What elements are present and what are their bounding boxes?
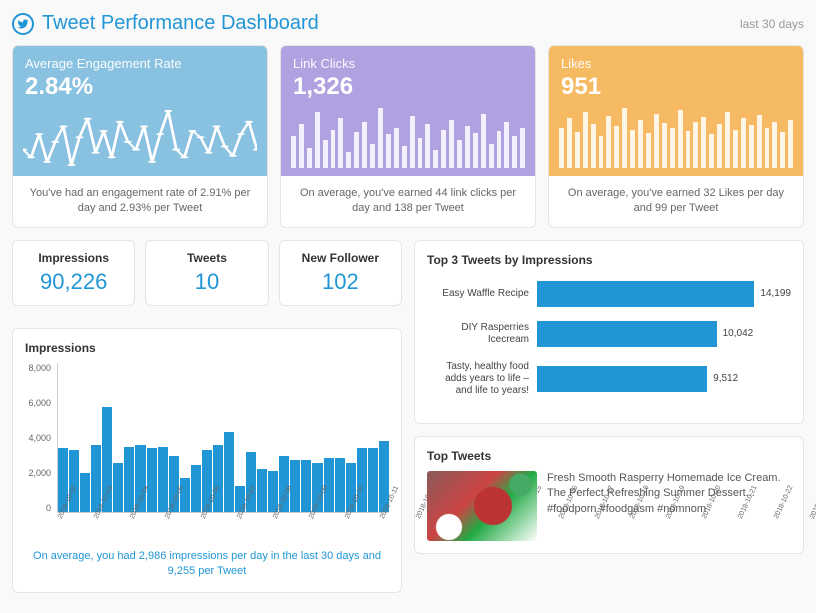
- impressions-stat[interactable]: Impressions 90,226: [12, 240, 135, 306]
- followers-stat-label: New Follower: [290, 251, 391, 265]
- top3-label: Easy Waffle Recipe: [427, 288, 537, 300]
- stats-row: Impressions 90,226 Tweets 10 New Followe…: [12, 240, 402, 306]
- dashboard-header: Tweet Performance Dashboard last 30 days: [12, 12, 804, 35]
- top3-bar: [537, 281, 754, 307]
- top3-label: DIY Rasperries Icecream: [427, 322, 537, 346]
- likes-caption: On average, you've earned 32 Likes per d…: [549, 176, 803, 227]
- followers-stat-value: 102: [290, 269, 391, 295]
- impressions-panel: Impressions 8,0006,0004,0002,00002018-10…: [12, 328, 402, 593]
- likes-label: Likes: [561, 56, 791, 71]
- twitter-icon: [12, 13, 34, 35]
- impressions-stat-value: 90,226: [23, 269, 124, 295]
- clicks-sparkline: [291, 108, 525, 168]
- top3-row[interactable]: Easy Waffle Recipe 14,199: [427, 281, 791, 307]
- clicks-card[interactable]: Link Clicks 1,326 On average, you've ear…: [280, 45, 536, 228]
- engagement-value: 2.84%: [25, 73, 255, 101]
- impressions-caption: On average, you had 2,986 impressions pe…: [25, 549, 389, 580]
- engagement-caption: You've had an engagement rate of 2.91% p…: [13, 176, 267, 227]
- likes-sparkline: [559, 108, 793, 168]
- tweets-stat-value: 10: [156, 269, 257, 295]
- top3-bar: [537, 321, 717, 347]
- tweets-stat[interactable]: Tweets 10: [145, 240, 268, 306]
- likes-value: 951: [561, 73, 791, 101]
- impressions-stat-label: Impressions: [23, 251, 124, 265]
- top3-value: 10,042: [723, 328, 754, 339]
- likes-card[interactable]: Likes 951 On average, you've earned 32 L…: [548, 45, 804, 228]
- followers-stat[interactable]: New Follower 102: [279, 240, 402, 306]
- top3-value: 9,512: [713, 373, 738, 384]
- top-tweets-title: Top Tweets: [427, 449, 791, 463]
- clicks-caption: On average, you've earned 44 link clicks…: [281, 176, 535, 227]
- clicks-label: Link Clicks: [293, 56, 523, 71]
- tweet-image: [427, 471, 537, 541]
- impressions-chart: 8,0006,0004,0002,00002018-10-022018-10-0…: [25, 363, 389, 543]
- engagement-label: Average Engagement Rate: [25, 56, 255, 71]
- top3-title: Top 3 Tweets by Impressions: [427, 253, 791, 267]
- top3-panel: Top 3 Tweets by Impressions Easy Waffle …: [414, 240, 804, 424]
- main-content: Impressions 90,226 Tweets 10 New Followe…: [12, 240, 804, 593]
- engagement-card[interactable]: Average Engagement Rate 2.84% You've had…: [12, 45, 268, 228]
- top3-rows: Easy Waffle Recipe 14,199 DIY Rasperries I…: [427, 281, 791, 397]
- tweets-stat-label: Tweets: [156, 251, 257, 265]
- top3-label: Tasty, healthy food adds years to life –…: [427, 361, 537, 397]
- page-title: Tweet Performance Dashboard: [42, 12, 319, 35]
- top3-row[interactable]: DIY Rasperries Icecream 10,042: [427, 321, 791, 347]
- header-left: Tweet Performance Dashboard: [12, 12, 319, 35]
- top3-value: 14,199: [760, 288, 791, 299]
- engagement-sparkline: [23, 108, 257, 168]
- top3-row[interactable]: Tasty, healthy food adds years to life –…: [427, 361, 791, 397]
- impressions-title: Impressions: [25, 341, 389, 355]
- period-label: last 30 days: [740, 17, 804, 31]
- metric-cards-row: Average Engagement Rate 2.84% You've had…: [12, 45, 804, 228]
- top3-bar: [537, 366, 707, 392]
- clicks-value: 1,326: [293, 73, 523, 101]
